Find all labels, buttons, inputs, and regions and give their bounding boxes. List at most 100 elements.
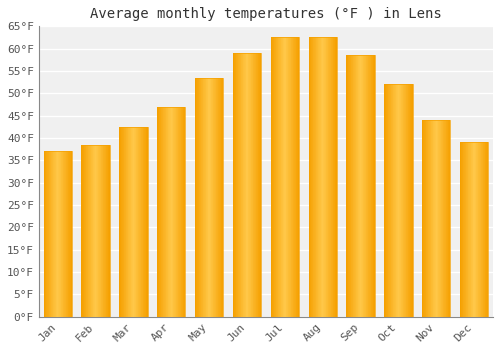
Bar: [445, 120, 446, 317]
Bar: [408, 84, 409, 317]
Bar: [464, 142, 465, 317]
Bar: [273, 37, 274, 317]
Title: Average monthly temperatures (°F ) in Lens: Average monthly temperatures (°F ) in Le…: [90, 7, 442, 21]
Bar: [89, 145, 90, 317]
Bar: [100, 145, 102, 317]
Bar: [221, 78, 222, 317]
Bar: [214, 78, 215, 317]
Bar: [392, 84, 394, 317]
Bar: [485, 142, 486, 317]
Bar: [402, 84, 404, 317]
Bar: [250, 53, 252, 317]
Bar: [50, 152, 51, 317]
Bar: [92, 145, 94, 317]
Bar: [88, 145, 89, 317]
Bar: [139, 127, 140, 317]
Bar: [409, 84, 410, 317]
Bar: [359, 55, 360, 317]
Bar: [288, 37, 289, 317]
Bar: [207, 78, 208, 317]
Bar: [210, 78, 212, 317]
Bar: [325, 37, 326, 317]
Bar: [95, 145, 96, 317]
Bar: [374, 55, 375, 317]
Bar: [400, 84, 402, 317]
Bar: [237, 53, 238, 317]
Bar: [442, 120, 444, 317]
Bar: [357, 55, 358, 317]
Bar: [160, 107, 162, 317]
Bar: [246, 53, 247, 317]
Bar: [120, 127, 122, 317]
Bar: [279, 37, 280, 317]
Bar: [331, 37, 332, 317]
Bar: [474, 142, 475, 317]
Bar: [479, 142, 480, 317]
Bar: [397, 84, 398, 317]
Bar: [270, 37, 272, 317]
Bar: [167, 107, 168, 317]
Bar: [234, 53, 235, 317]
Bar: [136, 127, 137, 317]
Bar: [348, 55, 349, 317]
Bar: [140, 127, 141, 317]
Bar: [292, 37, 294, 317]
Bar: [239, 53, 240, 317]
Bar: [54, 152, 55, 317]
Bar: [434, 120, 435, 317]
Bar: [242, 53, 244, 317]
Bar: [296, 37, 297, 317]
Bar: [308, 37, 337, 317]
Bar: [245, 53, 246, 317]
Bar: [422, 120, 450, 317]
Bar: [87, 145, 88, 317]
Bar: [128, 127, 129, 317]
Bar: [335, 37, 336, 317]
Bar: [372, 55, 374, 317]
Bar: [429, 120, 430, 317]
Bar: [346, 55, 347, 317]
Bar: [440, 120, 441, 317]
Bar: [244, 53, 245, 317]
Bar: [411, 84, 412, 317]
Bar: [64, 152, 65, 317]
Bar: [326, 37, 327, 317]
Bar: [233, 53, 234, 317]
Bar: [475, 142, 476, 317]
Bar: [157, 107, 158, 317]
Bar: [406, 84, 407, 317]
Bar: [289, 37, 290, 317]
Bar: [209, 78, 210, 317]
Bar: [315, 37, 316, 317]
Bar: [324, 37, 325, 317]
Bar: [119, 127, 120, 317]
Bar: [85, 145, 86, 317]
Bar: [355, 55, 356, 317]
Bar: [460, 142, 462, 317]
Bar: [425, 120, 426, 317]
Bar: [137, 127, 138, 317]
Bar: [436, 120, 437, 317]
Bar: [350, 55, 352, 317]
Bar: [144, 127, 145, 317]
Bar: [164, 107, 165, 317]
Bar: [364, 55, 365, 317]
Bar: [480, 142, 481, 317]
Bar: [174, 107, 175, 317]
Bar: [437, 120, 438, 317]
Bar: [309, 37, 310, 317]
Bar: [389, 84, 390, 317]
Bar: [71, 152, 72, 317]
Bar: [240, 53, 242, 317]
Bar: [444, 120, 445, 317]
Bar: [84, 145, 85, 317]
Bar: [428, 120, 429, 317]
Bar: [105, 145, 106, 317]
Bar: [387, 84, 388, 317]
Bar: [426, 120, 427, 317]
Bar: [371, 55, 372, 317]
Bar: [347, 55, 348, 317]
Bar: [102, 145, 104, 317]
Bar: [424, 120, 425, 317]
Bar: [44, 152, 45, 317]
